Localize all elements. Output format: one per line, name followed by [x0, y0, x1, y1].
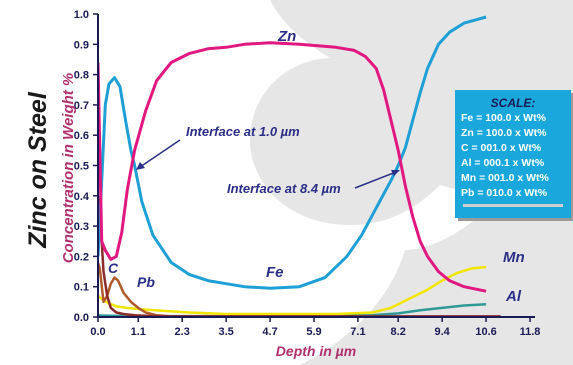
series-labels: Zn Fe C Pb Mn Al — [108, 28, 525, 305]
series-label-fe: Fe — [266, 264, 284, 281]
x-ticks: 0.0 1.1 2.3 3.5 4.7 5.9 7.1 8.2 9.4 10.6 11.8 — [90, 317, 540, 338]
series-label-pb: Pb — [137, 274, 155, 290]
series-label-c: C — [108, 260, 119, 276]
y-tick-label: 0.6 — [74, 130, 89, 142]
y-tick-label: 0.8 — [74, 70, 89, 82]
x-tick-label: 8.2 — [391, 326, 406, 338]
scale-legend-title: SCALE: — [490, 96, 536, 110]
y-tick-label: 0.0 — [74, 312, 89, 324]
series-label-mn: Mn — [503, 249, 525, 266]
x-tick-label: 11.8 — [520, 326, 541, 338]
y-tick-label: 0.2 — [74, 251, 89, 263]
x-tick-label: 1.1 — [131, 326, 146, 338]
x-tick-label: 2.3 — [175, 326, 190, 338]
y-axis-label: Concentration in Weight % — [60, 73, 77, 264]
annotation-interface-1: Interface at 1.0 µm — [186, 124, 300, 139]
chart-title: Zinc on Steel — [24, 91, 52, 249]
x-tick-label: 4.7 — [262, 326, 277, 338]
x-tick-label: 5.9 — [306, 326, 321, 338]
y-tick-label: 0.3 — [74, 221, 89, 233]
annotation-arrowhead-2 — [391, 170, 400, 176]
y-tick-label: 0.9 — [74, 39, 89, 51]
annotation-arrowhead-1 — [136, 162, 145, 170]
series-line-mn — [98, 265, 487, 316]
y-tick-label: 0.7 — [74, 100, 89, 112]
scale-row-zn: Zn = 100.0 x Wt% — [461, 127, 547, 139]
series-line-fe — [98, 15, 487, 290]
scale-row-pb: Pb = 010.0 x Wt% — [461, 187, 548, 199]
scale-row-al: Al = 000.1 x Wt% — [461, 157, 545, 169]
x-tick-label: 0.0 — [90, 326, 105, 338]
y-tick-label: 0.4 — [74, 191, 90, 203]
y-tick-label: 1.0 — [74, 9, 89, 21]
scale-row-c: C = 001.0 x Wt% — [461, 142, 542, 154]
annotation-arrow-2 — [354, 171, 397, 189]
series-line-zn — [98, 41, 487, 293]
x-tick-label: 3.5 — [218, 326, 233, 338]
scale-legend: SCALE: Fe = 100.0 x Wt% Zn = 100.0 x Wt%… — [455, 90, 571, 218]
annotation-arrow-1 — [139, 139, 181, 168]
annotations: Interface at 1.0 µm Interface at 8.4 µm — [136, 124, 400, 196]
series-label-zn: Zn — [277, 28, 296, 45]
scale-legend-bar — [463, 204, 563, 207]
x-axis-label: Depth in µm — [276, 343, 356, 359]
x-tick-label: 7.1 — [350, 326, 365, 338]
y-tick-label: 0.1 — [74, 282, 89, 294]
y-ticks: 0.0 0.1 0.2 0.3 0.4 0.5 0.6 0.7 0.8 0.9 1.0 — [74, 9, 98, 324]
series-label-al: Al — [505, 288, 522, 305]
x-tick-label: 9.4 — [434, 326, 450, 338]
annotation-interface-2: Interface at 8.4 µm — [227, 181, 341, 196]
scale-row-mn: Mn = 001.0 x Wt% — [461, 172, 549, 184]
x-tick-label: 10.6 — [475, 326, 496, 338]
scale-row-fe: Fe = 100.0 x Wt% — [461, 112, 546, 124]
y-tick-label: 0.5 — [74, 161, 89, 173]
